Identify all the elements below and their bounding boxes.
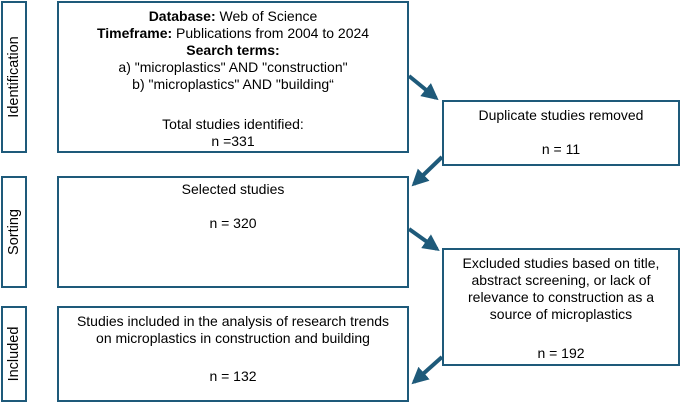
phase-included: Included (1, 306, 27, 402)
excluded-box: Excluded studies based on title, abstrac… (442, 248, 680, 366)
excluded-value: n = 192 (537, 345, 585, 361)
selected-box: Selected studies n = 320 (57, 176, 409, 288)
total-identified-label: Total studies identified: (162, 116, 304, 132)
included-value: n = 132 (209, 368, 257, 384)
arrow-to-excluded (407, 227, 440, 251)
timeframe-line: Timeframe: Publications from 2004 to 202… (59, 25, 407, 41)
timeframe-label: Timeframe: (96, 25, 173, 41)
search-term-b: b) "microplastics" AND "building“ (132, 76, 334, 92)
database-value: Web of Science (219, 8, 318, 24)
excluded-line-1: Excluded studies based on title, (462, 255, 660, 271)
database-line: Database: Web of Science (59, 8, 407, 24)
phase-identification: Identification (1, 1, 27, 153)
database-label: Database: (148, 8, 216, 24)
search-terms-label: Search terms: (186, 42, 280, 58)
arrow-to-duplicates (407, 74, 439, 101)
duplicates-box: Duplicate studies removed n = 11 (442, 100, 680, 166)
search-term-a: a) "microplastics" AND "construction" (118, 59, 348, 75)
total-identified-value: n =331 (211, 133, 255, 149)
excluded-line-4: source of microplastics (489, 306, 633, 322)
included-box: Studies included in the analysis of rese… (57, 306, 409, 402)
phase-sorting: Sorting (1, 176, 27, 288)
excluded-line-3: relevance to construction as a (468, 289, 654, 305)
duplicates-label: Duplicate studies removed (478, 107, 644, 123)
excluded-line-2: abstract screening, or lack of (471, 272, 651, 288)
arrow-to-included (411, 355, 444, 385)
selected-label: Selected studies (181, 181, 285, 197)
arrow-to-selected (411, 155, 444, 187)
selected-value: n = 320 (209, 215, 257, 231)
identification-box: Database: Web of Science Timeframe: Publ… (57, 1, 409, 153)
included-line-1: Studies included in the analysis of rese… (76, 313, 390, 329)
timeframe-value: Publications from 2004 to 2024 (176, 25, 370, 41)
duplicates-value: n = 11 (541, 141, 581, 157)
included-line-2: on microplastics in construction and bui… (96, 330, 370, 346)
